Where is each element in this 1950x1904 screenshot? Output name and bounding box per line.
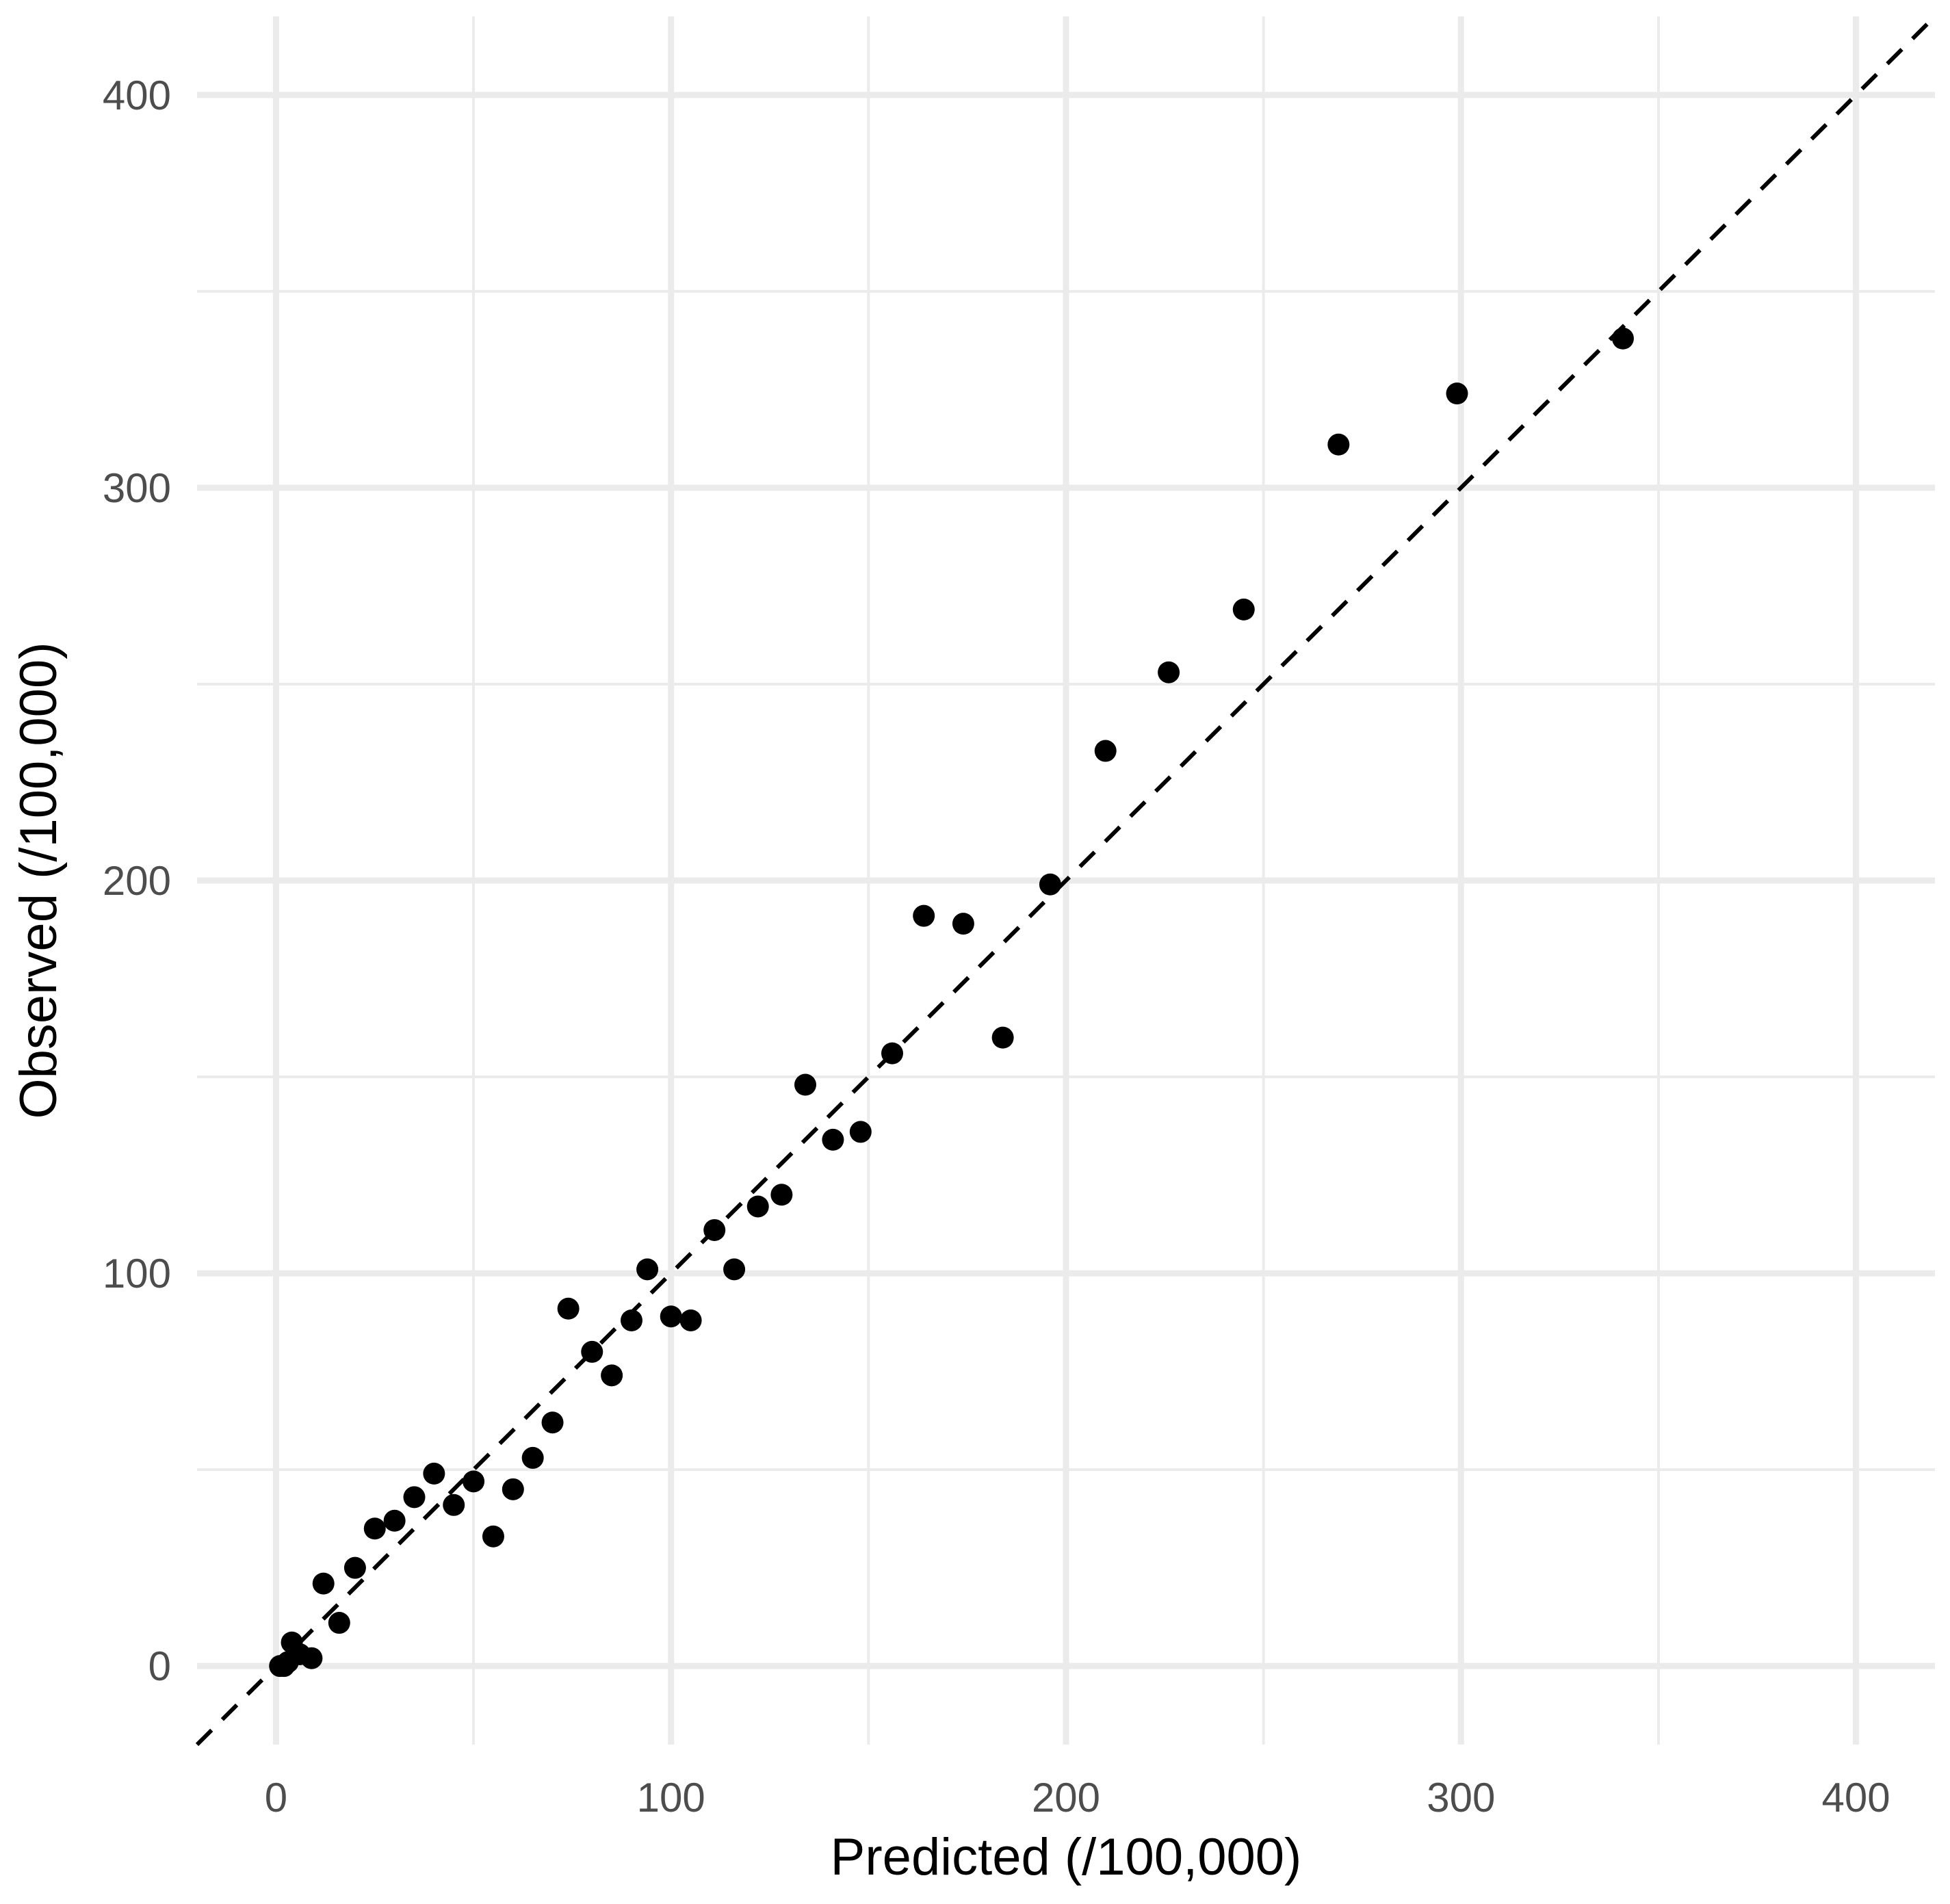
data-point [1611, 327, 1634, 350]
data-point [521, 1446, 544, 1469]
data-point [1232, 598, 1255, 621]
y-axis-title: Observed (/100,000) [10, 642, 68, 1119]
data-point [403, 1486, 426, 1509]
data-point [679, 1309, 702, 1331]
data-point [383, 1509, 406, 1532]
data-point [1094, 740, 1117, 762]
data-point [822, 1128, 844, 1151]
x-tick-label: 200 [1032, 1775, 1100, 1821]
y-tick-label: 300 [103, 465, 171, 511]
data-point [328, 1612, 350, 1634]
data-point [1446, 382, 1468, 405]
data-point [601, 1364, 623, 1387]
data-point [660, 1305, 682, 1328]
x-axis-tick-labels: 0 100 200 300 400 [265, 1775, 1890, 1821]
y-tick-label: 0 [148, 1643, 171, 1689]
data-point [557, 1297, 580, 1320]
y-axis-tick-labels: 0 100 200 300 400 [103, 73, 171, 1689]
data-point [636, 1258, 659, 1281]
data-point [849, 1121, 872, 1143]
data-point [363, 1517, 386, 1540]
data-point [991, 1026, 1014, 1049]
data-point [1327, 433, 1350, 456]
data-point [541, 1411, 564, 1434]
data-point [621, 1309, 642, 1331]
data-point [463, 1470, 485, 1493]
data-point [502, 1478, 524, 1500]
data-points [269, 327, 1634, 1678]
data-point [913, 904, 935, 927]
data-point [1158, 661, 1180, 683]
x-tick-label: 400 [1821, 1775, 1890, 1821]
data-point [312, 1572, 335, 1595]
y-tick-label: 400 [103, 73, 171, 118]
x-axis-title: Predicted (/100,000) [831, 1828, 1302, 1886]
data-point [343, 1556, 366, 1579]
data-point [482, 1525, 504, 1548]
data-point [770, 1184, 793, 1206]
y-tick-label: 100 [103, 1251, 171, 1296]
data-point [794, 1073, 816, 1096]
data-point [746, 1195, 769, 1218]
data-point [1039, 873, 1061, 896]
data-point [881, 1042, 903, 1065]
x-tick-label: 0 [265, 1775, 287, 1821]
data-point [300, 1647, 323, 1669]
data-point [952, 913, 974, 935]
x-tick-label: 100 [637, 1775, 705, 1821]
identity-reference-line [195, 14, 1937, 1747]
data-point [423, 1462, 445, 1485]
data-point [581, 1340, 603, 1363]
data-point [443, 1494, 465, 1516]
y-tick-label: 200 [103, 858, 171, 904]
x-tick-label: 300 [1427, 1775, 1495, 1821]
data-point [703, 1218, 726, 1241]
data-point [723, 1258, 746, 1281]
